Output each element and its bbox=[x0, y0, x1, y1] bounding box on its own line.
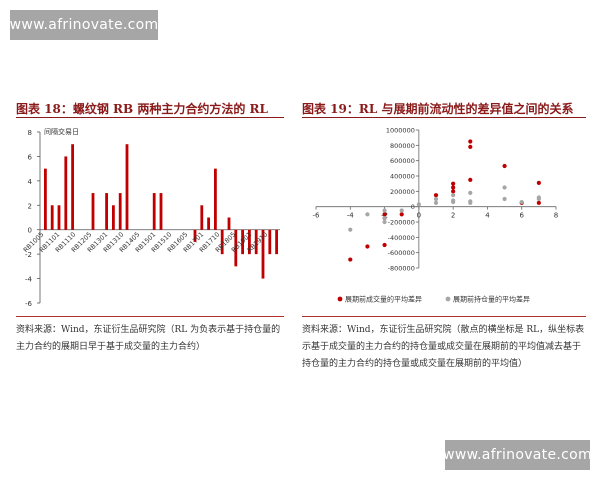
scatter-x-tick-label: 0 bbox=[417, 212, 421, 220]
bar-y-tick-label: 0 bbox=[28, 227, 32, 235]
scatter-point bbox=[399, 208, 404, 213]
scatter-y-tick-label: 0 bbox=[411, 203, 415, 211]
scatter-point bbox=[502, 196, 507, 202]
scatter-chart-title: 图表 19：RL 与展期前流动性的差异值之间的关系 bbox=[302, 102, 574, 116]
scatter-point bbox=[399, 212, 404, 217]
bar-chart-title: 图表 18：螺纹钢 RB 两种主力合约方法的 RL bbox=[16, 102, 268, 116]
scatter-point bbox=[416, 202, 421, 207]
legend-label: 展期前持仓量的平均差异 bbox=[453, 295, 530, 304]
scatter-point bbox=[382, 216, 387, 221]
bar bbox=[227, 217, 231, 230]
scatter-y-tick-label: 200000 bbox=[390, 188, 415, 196]
bar bbox=[112, 205, 115, 230]
scatter-point bbox=[348, 257, 353, 262]
bar bbox=[261, 229, 265, 279]
scatter-point bbox=[451, 193, 456, 198]
bar bbox=[275, 229, 278, 255]
scatter-point bbox=[348, 227, 353, 232]
scatter-point bbox=[536, 200, 541, 205]
scatter-x-tick-label: -6 bbox=[313, 212, 321, 220]
scatter-y-tick-label: 800000 bbox=[390, 142, 415, 150]
scatter-point bbox=[519, 199, 524, 205]
bar bbox=[118, 193, 122, 230]
bar bbox=[214, 168, 217, 230]
scatter-point bbox=[433, 193, 439, 198]
title-rule-right bbox=[302, 117, 586, 118]
bar bbox=[220, 229, 224, 255]
bar-y-tick-label: 4 bbox=[28, 178, 33, 186]
scatter-point bbox=[451, 199, 456, 205]
scatter-point bbox=[502, 163, 507, 169]
scatter-point bbox=[433, 196, 439, 202]
scatter-chart: -6-4-20246810000008000006000004000002000… bbox=[313, 127, 559, 304]
scatter-point bbox=[468, 177, 473, 182]
bar-y-tick-label: 8 bbox=[28, 129, 32, 137]
legend-marker bbox=[337, 296, 343, 302]
bar bbox=[241, 229, 244, 255]
scatter-point bbox=[451, 185, 456, 190]
bar-y-tick-label: -4 bbox=[25, 276, 33, 284]
scatter-point bbox=[451, 181, 456, 186]
bar bbox=[64, 156, 68, 230]
scatter-point bbox=[468, 190, 473, 195]
bar-y-tick-label: 2 bbox=[28, 202, 32, 210]
scatter-point bbox=[382, 219, 387, 225]
scatter-y-tick-label: 400000 bbox=[390, 173, 415, 181]
scatter-y-tick-label: -400000 bbox=[388, 234, 415, 242]
scatter-y-tick-label: -800000 bbox=[388, 265, 415, 273]
scatter-x-tick-label: 6 bbox=[519, 212, 524, 220]
bar-y-tick-label: -6 bbox=[25, 300, 33, 308]
scatter-y-tick-label: 600000 bbox=[390, 157, 415, 165]
source-rule-left bbox=[16, 316, 284, 317]
scatter-y-tick-label: -200000 bbox=[388, 219, 415, 227]
scatter-y-tick-label: 1000000 bbox=[386, 127, 415, 135]
bar bbox=[125, 144, 129, 230]
bar bbox=[57, 205, 61, 230]
bar bbox=[248, 229, 251, 255]
bar bbox=[159, 193, 163, 230]
scatter-point bbox=[365, 212, 370, 217]
scatter-y-tick-label: -600000 bbox=[388, 249, 415, 257]
scatter-point bbox=[536, 195, 541, 200]
scatter-x-tick-label: 4 bbox=[485, 212, 490, 220]
watermark-bottom: www.afrinovate.com bbox=[443, 440, 592, 470]
bar bbox=[71, 144, 74, 230]
scatter-point bbox=[468, 144, 473, 149]
bar bbox=[254, 229, 258, 255]
bar bbox=[44, 168, 47, 230]
bar-y-tick-label: -2 bbox=[25, 251, 32, 259]
scatter-point bbox=[365, 244, 370, 249]
bar bbox=[268, 229, 272, 255]
scatter-point bbox=[382, 208, 387, 213]
bar bbox=[234, 229, 238, 267]
bar bbox=[91, 193, 95, 230]
scatter-point bbox=[468, 139, 473, 144]
bar bbox=[200, 205, 204, 230]
scatter-point bbox=[536, 180, 541, 185]
bar-y-tick-label: 6 bbox=[28, 153, 33, 161]
bar bbox=[207, 217, 210, 230]
scatter-x-tick-label: -4 bbox=[347, 212, 355, 220]
scatter-point bbox=[382, 242, 387, 248]
bar bbox=[105, 193, 108, 230]
scatter-point bbox=[451, 189, 456, 194]
legend-label: 展期前成交量的平均差异 bbox=[345, 295, 422, 304]
scatter-point bbox=[502, 185, 507, 190]
scatter-point bbox=[382, 212, 387, 217]
title-rule-left bbox=[16, 117, 284, 118]
bar-y-axis-label: 间隔交易日 bbox=[44, 127, 79, 136]
bar bbox=[50, 205, 54, 230]
watermark-top: www.afrinovate.com bbox=[10, 10, 158, 40]
bar bbox=[152, 193, 156, 230]
source-rule-right bbox=[302, 316, 586, 317]
scatter-x-tick-label: 2 bbox=[451, 212, 455, 220]
scatter-x-tick-label: 8 bbox=[554, 212, 558, 220]
scatter-point bbox=[433, 200, 439, 205]
legend-marker bbox=[445, 296, 451, 302]
scatter-point bbox=[468, 200, 473, 205]
scatter-chart-source-note: 资料来源：Wind，东证衍生品研究院（散点的横坐标是 RL，纵坐标表示基于成交量… bbox=[302, 325, 585, 369]
bar-chart-source-note: 资料来源：Wind，东证衍生品研究院（RL 为负表示基于持仓量的主力合约的展期日… bbox=[16, 325, 281, 352]
bar bbox=[193, 229, 197, 242]
